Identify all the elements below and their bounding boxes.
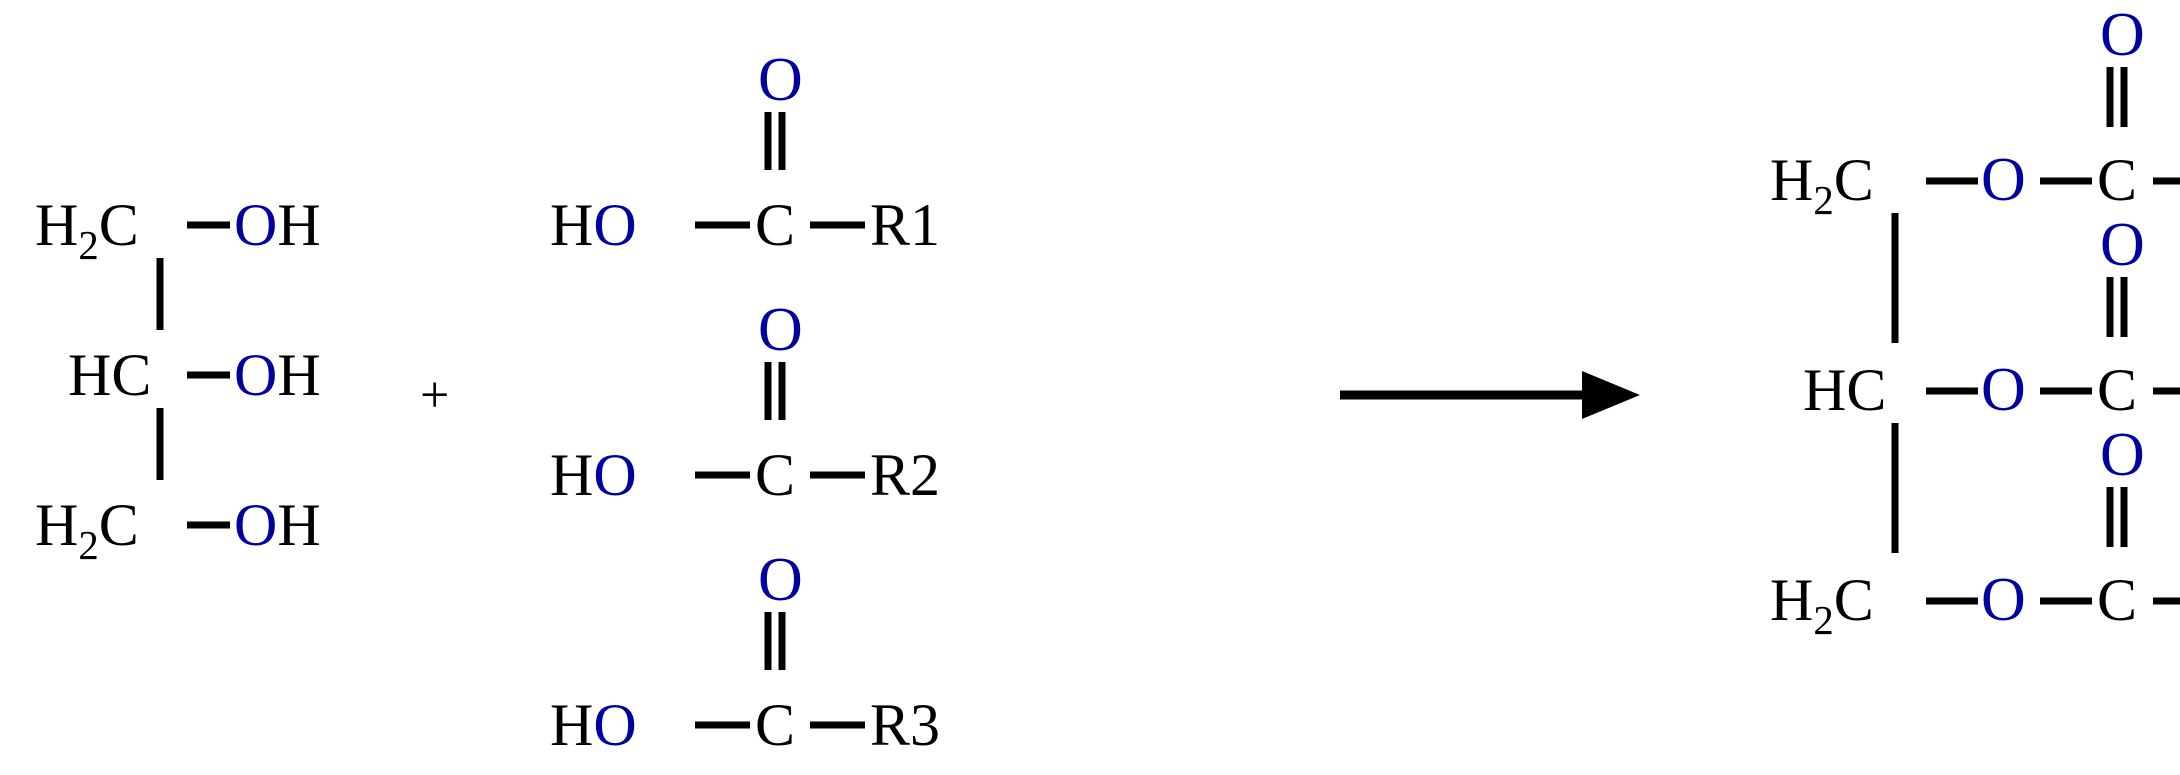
fa-R-2: R3 [870,692,940,758]
fa-HO-0: HO [550,192,637,258]
fa-HO-1: HO [550,442,637,508]
fa-carbonylO-0: O [758,46,803,114]
fa-carbonylO-2: O [758,546,803,614]
prod-carbonylO-1: O [2100,211,2145,279]
glycerol-left-0: H2C [35,192,139,268]
prod-linkO-2: O [1981,566,2026,634]
plus-operator: + [420,367,449,424]
prod-left-1: HC [1803,357,1886,423]
reaction-diagram: H2COHHCOHH2COH+HOCOR1HOCOR2HOCOR3H2CHCH2… [0,0,2180,775]
glycerol-OH-2: OH [234,492,321,558]
fa-HO-2: HO [550,692,637,758]
fa-C-0: C [755,192,795,258]
glycerol-left-2: H2C [35,492,139,568]
prod-carbonylO-0: O [2100,1,2145,69]
prod-Cc-0: C [2097,147,2137,213]
prod-left-2: H2C [1770,567,1874,643]
glycerol-left-1: HC [68,342,151,408]
prod-carbonylO-2: O [2100,421,2145,489]
fa-C-1: C [755,442,795,508]
reaction-arrow [1340,371,1640,419]
prod-Cc-2: C [2097,567,2137,633]
glycerol-OH-1: OH [234,342,321,408]
glycerol-OH-0: OH [234,192,321,258]
fa-R-1: R2 [870,442,940,508]
prod-linkO-1: O [1981,356,2026,424]
prod-linkO-0: O [1981,146,2026,214]
prod-Cc-1: C [2097,357,2137,423]
fa-R-0: R1 [870,192,940,258]
fa-carbonylO-1: O [758,296,803,364]
fa-C-2: C [755,692,795,758]
prod-left-0: H2C [1770,147,1874,223]
